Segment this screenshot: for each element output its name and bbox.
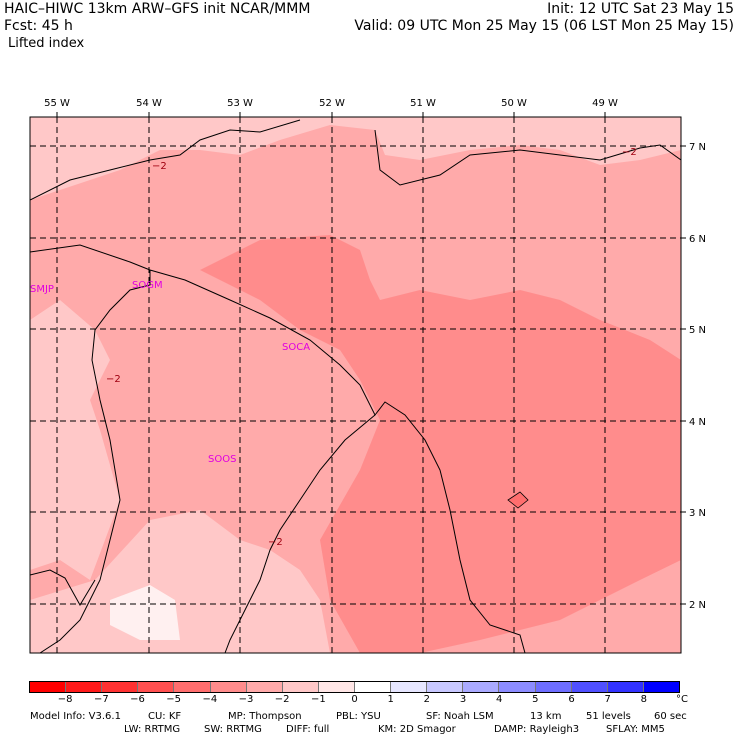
colorbar-label: −8 <box>57 694 73 705</box>
timestep: 60 sec <box>654 711 687 722</box>
lon-label: 52 W <box>319 98 345 109</box>
colorbar-cell <box>570 682 607 692</box>
colorbar-cell <box>281 682 318 692</box>
lat-label: 3 N <box>689 508 706 519</box>
station-label: SOGM <box>132 280 163 291</box>
coastline-borders <box>30 119 681 653</box>
lat-label: 6 N <box>689 234 706 245</box>
colorbar-unit: °C <box>676 694 688 705</box>
colorbar-label: −4 <box>202 694 218 705</box>
field-fill-palest <box>110 585 180 640</box>
colorbar-label: 4 <box>495 694 503 705</box>
colorbar-label: −2 <box>274 694 290 705</box>
lw-scheme: LW: RRTMG <box>124 724 181 735</box>
contour-label: −2 <box>152 161 167 172</box>
colorbar-label: 5 <box>532 694 539 705</box>
colorbar-cell <box>173 682 210 692</box>
colorbar-cell <box>30 682 66 692</box>
lat-ticks <box>681 145 686 605</box>
levels: 51 levels <box>586 711 631 722</box>
sf-scheme: SF: Noah LSM <box>426 711 494 722</box>
sw-scheme: SW: RRTMG <box>204 724 262 735</box>
colorbar-label: 7 <box>604 694 611 705</box>
colorbar-labels: −8 −7 −6 −5 −4 −3 −2 −1 0 1 2 3 4 5 6 7 8 <box>29 694 680 708</box>
lon-label: 55 W <box>44 98 70 109</box>
station-label: SOCA <box>282 342 310 353</box>
field-fill-dark <box>200 235 681 653</box>
sflay-scheme: SFLAY: MM5 <box>606 724 665 735</box>
map-plot: 55 W 54 W 53 W 52 W 51 W 50 W 49 W 7 N 6… <box>29 98 706 654</box>
lon-label: 53 W <box>227 98 253 109</box>
valid-time: Valid: 09 UTC Mon 25 May 15 (06 LST Mon … <box>354 18 734 34</box>
field-name: Lifted index <box>8 36 85 51</box>
colorbar-label: 3 <box>459 694 467 705</box>
lat-label: 4 N <box>689 417 706 428</box>
colorbar-cell <box>606 682 643 692</box>
colorbar-cell <box>353 682 391 692</box>
colorbar-label: −5 <box>166 694 182 705</box>
lon-label: 50 W <box>501 98 527 109</box>
colorbar-label: 0 <box>351 694 358 705</box>
contour-label: −2 <box>622 147 637 158</box>
init-time: Init: 12 UTC Sat 23 May 15 <box>547 1 734 17</box>
colorbar-label: 8 <box>640 694 648 705</box>
contour-label: −2 <box>268 537 283 548</box>
lat-label: 7 N <box>689 142 706 153</box>
colorbar-label: 1 <box>387 694 394 705</box>
lon-label: 51 W <box>410 98 436 109</box>
damp-scheme: DAMP: Rayleigh3 <box>494 724 580 735</box>
colorbar-cell <box>317 682 354 692</box>
colorbar-cell <box>245 682 282 692</box>
colorbar-label: −7 <box>93 694 109 705</box>
colorbar-label: 2 <box>423 694 431 705</box>
diff-scheme: DIFF: full <box>286 724 330 735</box>
colorbar-cell <box>390 682 427 692</box>
lon-label: 54 W <box>136 98 162 109</box>
colorbar-cell <box>426 682 463 692</box>
cu-scheme: CU: KF <box>148 711 182 722</box>
colorbar-cell <box>101 682 138 692</box>
colorbar <box>29 681 680 693</box>
field-fill-light <box>30 117 681 200</box>
field-fill-light <box>30 300 120 580</box>
contour-label: −2 <box>106 374 121 385</box>
colorbar-cell <box>642 682 679 692</box>
footer-line2: LW: RRTMG SW: RRTMG DIFF: full KM: 2D Sm… <box>124 724 665 736</box>
colorbar-cell <box>534 682 571 692</box>
lat-label: 5 N <box>689 325 706 336</box>
plot-title: HAIC–HIWC 13km ARW–GFS init NCAR/MMM <box>4 1 311 17</box>
station-label: SOOS <box>208 454 236 465</box>
colorbar-label: −6 <box>130 694 145 705</box>
colorbar-label: 6 <box>568 694 575 705</box>
colorbar-label: −1 <box>310 694 326 705</box>
station-label: SMJP <box>30 284 54 295</box>
contour-blob <box>507 491 529 509</box>
mp-scheme: MP: Thompson <box>228 711 302 722</box>
colorbar-cell <box>498 682 535 692</box>
plot-frame <box>29 116 682 654</box>
lat-lon-grid <box>30 117 681 653</box>
colorbar-cell <box>137 682 174 692</box>
colorbar-cell <box>462 682 499 692</box>
resolution: 13 km <box>530 711 562 722</box>
forecast-hour: Fcst: 45 h <box>4 18 73 34</box>
colorbar-cell <box>65 682 102 692</box>
model-info: Model Info: V3.6.1 <box>30 711 121 722</box>
field-fill-light <box>30 510 330 653</box>
pbl-scheme: PBL: YSU <box>336 711 381 722</box>
lon-label: 49 W <box>592 98 618 109</box>
footer-line1: Model Info: V3.6.1 CU: KF MP: Thompson P… <box>30 711 687 723</box>
colorbar-cell <box>209 682 246 692</box>
colorbar-label: −3 <box>238 694 254 705</box>
lon-ticks <box>56 112 606 117</box>
km-scheme: KM: 2D Smagor <box>378 724 456 735</box>
lat-label: 2 N <box>689 600 706 611</box>
